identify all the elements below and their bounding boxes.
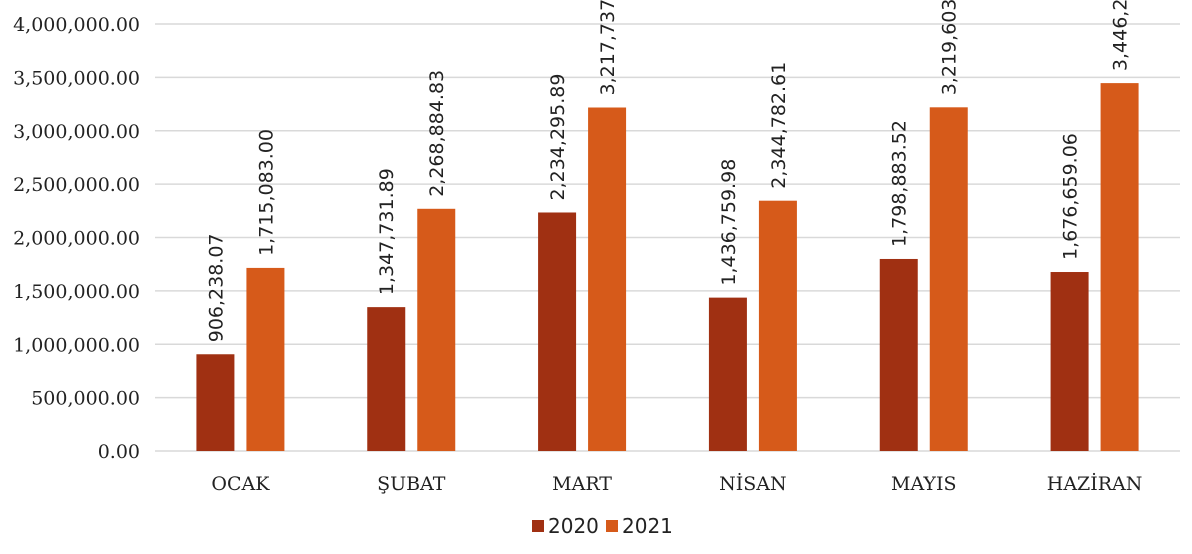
data-label: 1,798,883.52 bbox=[889, 120, 911, 247]
y-tick-label: 1,500,000.00 bbox=[13, 281, 140, 303]
data-label: 2,268,884.83 bbox=[426, 70, 448, 197]
data-label: 1,676,659.06 bbox=[1060, 133, 1082, 260]
bar-2020-2 bbox=[538, 212, 577, 451]
data-label: 3,446,278.59 bbox=[1110, 0, 1132, 71]
bar-2020-4 bbox=[879, 258, 918, 451]
x-tick-label: ŞUBAT bbox=[377, 473, 446, 495]
gridlines bbox=[155, 23, 1180, 452]
bar-2020-3 bbox=[708, 297, 747, 451]
x-tick-label: OCAK bbox=[211, 473, 270, 495]
data-labels: 906,238.07 1,715,083.00 1,347,731.89 2,268,… bbox=[205, 0, 1131, 342]
bar-2020-0 bbox=[196, 354, 235, 451]
y-tick-label: 0.00 bbox=[98, 441, 140, 463]
bar-2021-4 bbox=[929, 107, 968, 451]
legend-label: 2020 bbox=[548, 514, 599, 538]
y-tick-label: 3,500,000.00 bbox=[13, 67, 140, 89]
bar-2021-2 bbox=[588, 107, 627, 451]
y-tick-label: 2,000,000.00 bbox=[13, 228, 140, 250]
bar-2020-5 bbox=[1050, 272, 1089, 451]
legend-swatch-2020 bbox=[532, 520, 544, 532]
x-tick-label: HAZİRAN bbox=[1047, 472, 1143, 495]
data-label: 3,219,603.42 bbox=[939, 0, 961, 95]
y-tick-label: 500,000.00 bbox=[31, 388, 140, 410]
bar-2021-5 bbox=[1100, 83, 1139, 451]
y-tick-label: 4,000,000.00 bbox=[13, 14, 140, 36]
x-tick-label: MART bbox=[552, 473, 612, 495]
legend: 2020 2021 bbox=[532, 514, 673, 538]
legend-label: 2021 bbox=[622, 514, 673, 538]
data-label: 2,234,295.89 bbox=[547, 74, 569, 201]
x-axis-ticks: OCAK ŞUBAT MART NİSAN MAYIS HAZİRAN bbox=[211, 472, 1142, 495]
y-tick-label: 2,500,000.00 bbox=[13, 174, 140, 196]
legend-swatch-2021 bbox=[606, 520, 618, 532]
bar-2021-0 bbox=[246, 267, 285, 451]
y-tick-label: 3,000,000.00 bbox=[13, 121, 140, 143]
bar-2021-1 bbox=[417, 208, 456, 451]
x-tick-label: NİSAN bbox=[719, 472, 787, 495]
data-label: 2,344,782.61 bbox=[768, 62, 790, 189]
data-label: 3,217,737.70 bbox=[597, 0, 619, 96]
data-label: 1,715,083.00 bbox=[255, 129, 277, 256]
data-label: 1,436,759.98 bbox=[718, 159, 740, 286]
x-tick-label: MAYIS bbox=[891, 473, 956, 495]
bar-2021-3 bbox=[758, 200, 797, 451]
bar-2020-1 bbox=[367, 307, 406, 451]
y-axis-ticks: 0.00 500,000.00 1,000,000.00 1,500,000.00 2,… bbox=[13, 14, 140, 463]
data-label: 906,238.07 bbox=[205, 233, 227, 342]
y-tick-label: 1,000,000.00 bbox=[13, 334, 140, 356]
data-label: 1,347,731.89 bbox=[376, 168, 398, 295]
bars bbox=[196, 83, 1139, 451]
